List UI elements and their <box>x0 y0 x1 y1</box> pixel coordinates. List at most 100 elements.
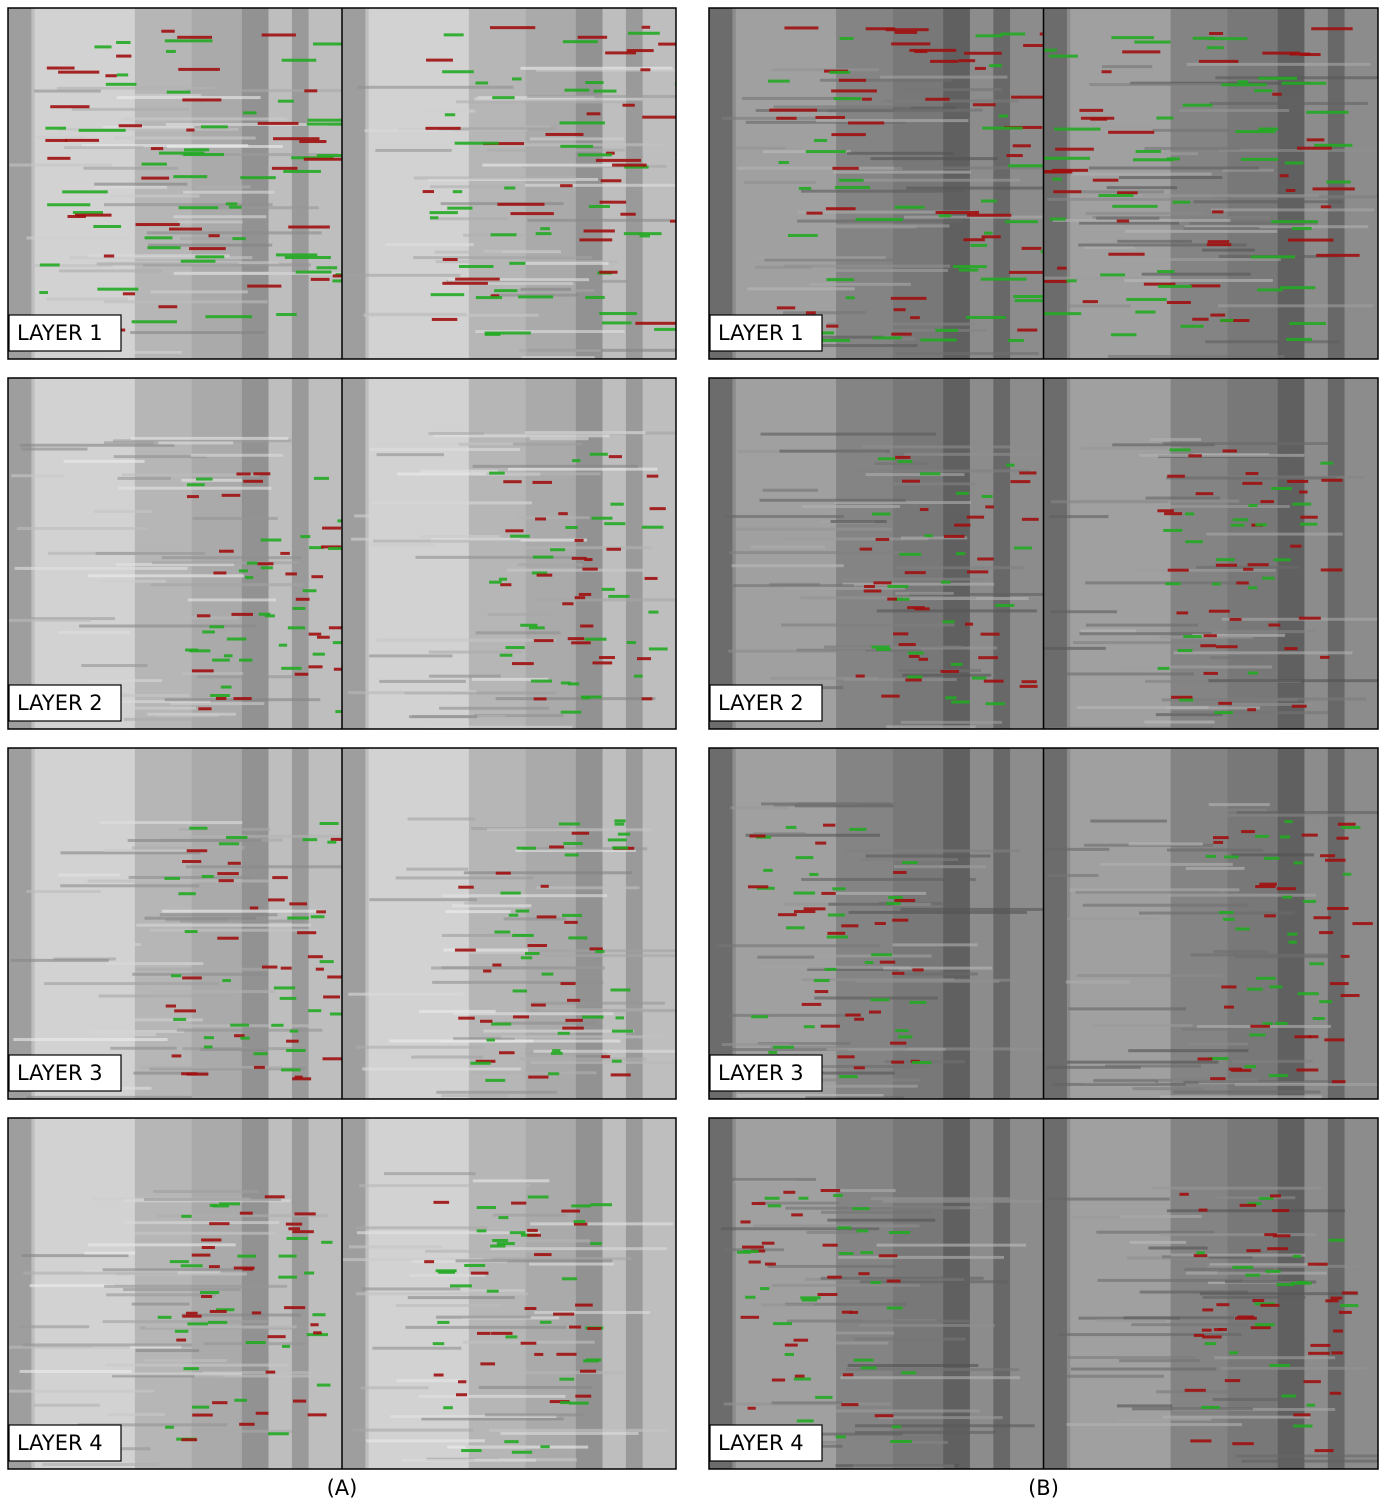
spectrogram-stripe <box>373 540 521 543</box>
spectrogram-stripe <box>372 501 532 504</box>
relevance-mark <box>658 43 686 46</box>
relevance-mark <box>304 89 317 92</box>
relevance-mark <box>504 1440 518 1443</box>
relevance-mark <box>1165 582 1181 585</box>
relevance-mark <box>765 1263 776 1266</box>
spectrogram-stripe <box>880 76 1008 79</box>
relevance-mark <box>308 1413 327 1416</box>
relevance-mark <box>887 1280 901 1283</box>
relevance-mark <box>995 604 1014 607</box>
relevance-mark <box>458 886 474 889</box>
spectrogram-stripe <box>499 1371 624 1374</box>
spectrogram-stripe <box>63 460 144 463</box>
relevance-mark <box>1319 1000 1332 1003</box>
spectrogram-band <box>993 378 1010 729</box>
spectrogram-stripe <box>106 962 204 965</box>
relevance-mark <box>147 246 180 249</box>
spectrogram-stripe <box>1213 950 1268 953</box>
relevance-mark <box>587 1327 601 1330</box>
relevance-mark <box>806 212 822 215</box>
relevance-mark <box>499 578 507 581</box>
relevance-mark <box>1207 243 1231 246</box>
spectrogram-band <box>1328 378 1345 729</box>
relevance-mark <box>444 33 464 36</box>
relevance-mark <box>240 1037 249 1040</box>
spectrogram-stripe <box>26 236 129 239</box>
relevance-mark <box>179 206 219 209</box>
relevance-mark <box>628 32 660 35</box>
relevance-mark <box>237 1255 256 1258</box>
relevance-mark <box>1216 1303 1229 1306</box>
relevance-mark <box>170 1260 189 1263</box>
relevance-mark <box>1325 1299 1338 1302</box>
relevance-mark <box>985 505 994 508</box>
relevance-mark <box>797 1419 814 1422</box>
relevance-mark <box>201 1238 221 1241</box>
spectrogram-band <box>8 1118 31 1469</box>
relevance-mark <box>1325 859 1345 862</box>
relevance-mark <box>1352 922 1372 925</box>
spectrogram-stripe <box>131 437 289 440</box>
relevance-mark <box>184 148 209 151</box>
relevance-mark <box>823 1244 838 1247</box>
relevance-mark <box>322 527 341 530</box>
relevance-mark <box>1319 931 1333 934</box>
spectrogram-stripe <box>18 1325 89 1328</box>
spectrogram-stripe <box>1117 1418 1211 1421</box>
relevance-mark <box>981 199 997 202</box>
relevance-mark <box>1190 284 1220 287</box>
spectrogram-stripe <box>1068 304 1130 307</box>
relevance-mark <box>510 535 530 538</box>
relevance-mark <box>196 478 213 481</box>
spectrogram-stripe <box>781 623 955 626</box>
relevance-mark <box>585 81 603 84</box>
spectrogram-stripe <box>489 1429 667 1432</box>
relevance-mark <box>280 552 289 555</box>
relevance-mark <box>459 265 493 268</box>
relevance-mark <box>540 227 550 230</box>
spectrogram-stripe <box>104 300 267 303</box>
relevance-mark <box>540 1321 551 1324</box>
relevance-mark <box>1219 911 1234 914</box>
spectrogram-stripe <box>862 445 1012 448</box>
relevance-mark <box>777 306 795 309</box>
relevance-mark <box>984 232 993 235</box>
spectrogram-stripe <box>1067 1356 1195 1359</box>
relevance-mark <box>1044 280 1068 283</box>
relevance-mark <box>209 1265 220 1268</box>
spectrogram-stripe <box>15 567 188 570</box>
relevance-mark <box>590 1242 601 1245</box>
relevance-mark <box>178 892 195 895</box>
spectrogram-stripe <box>488 613 552 616</box>
relevance-mark <box>601 1055 610 1058</box>
spectrogram-stripe <box>356 1046 485 1049</box>
relevance-mark <box>892 919 908 922</box>
spectrogram-stripe <box>744 181 816 184</box>
spectrogram-stripe <box>1144 147 1240 150</box>
relevance-mark <box>331 838 342 841</box>
relevance-mark <box>910 1001 927 1004</box>
relevance-mark <box>1202 1308 1213 1311</box>
spectrogram-stripe <box>1128 1049 1248 1052</box>
spectrogram-stripe <box>405 1326 566 1329</box>
relevance-mark <box>1009 271 1045 274</box>
spectrogram-stripe <box>1203 1296 1306 1299</box>
spectrogram-stripe <box>124 1018 203 1021</box>
relevance-mark <box>50 105 89 108</box>
relevance-mark <box>743 1250 759 1253</box>
relevance-mark <box>234 1399 247 1402</box>
relevance-mark <box>456 1393 467 1396</box>
relevance-mark <box>1098 194 1133 197</box>
relevance-mark <box>65 139 99 142</box>
relevance-mark <box>175 1330 188 1333</box>
spectrogram-stripe <box>177 1029 323 1032</box>
spectrogram-stripe <box>94 183 187 186</box>
spectrogram-band <box>242 1118 269 1469</box>
relevance-mark <box>854 1066 865 1069</box>
spectrogram-stripe <box>1131 1323 1247 1326</box>
relevance-mark <box>837 1226 851 1229</box>
spectrogram-stripe <box>733 584 854 587</box>
relevance-mark <box>1255 835 1269 838</box>
spectrogram-stripe <box>501 1035 664 1038</box>
spectrogram-stripe <box>870 157 997 160</box>
